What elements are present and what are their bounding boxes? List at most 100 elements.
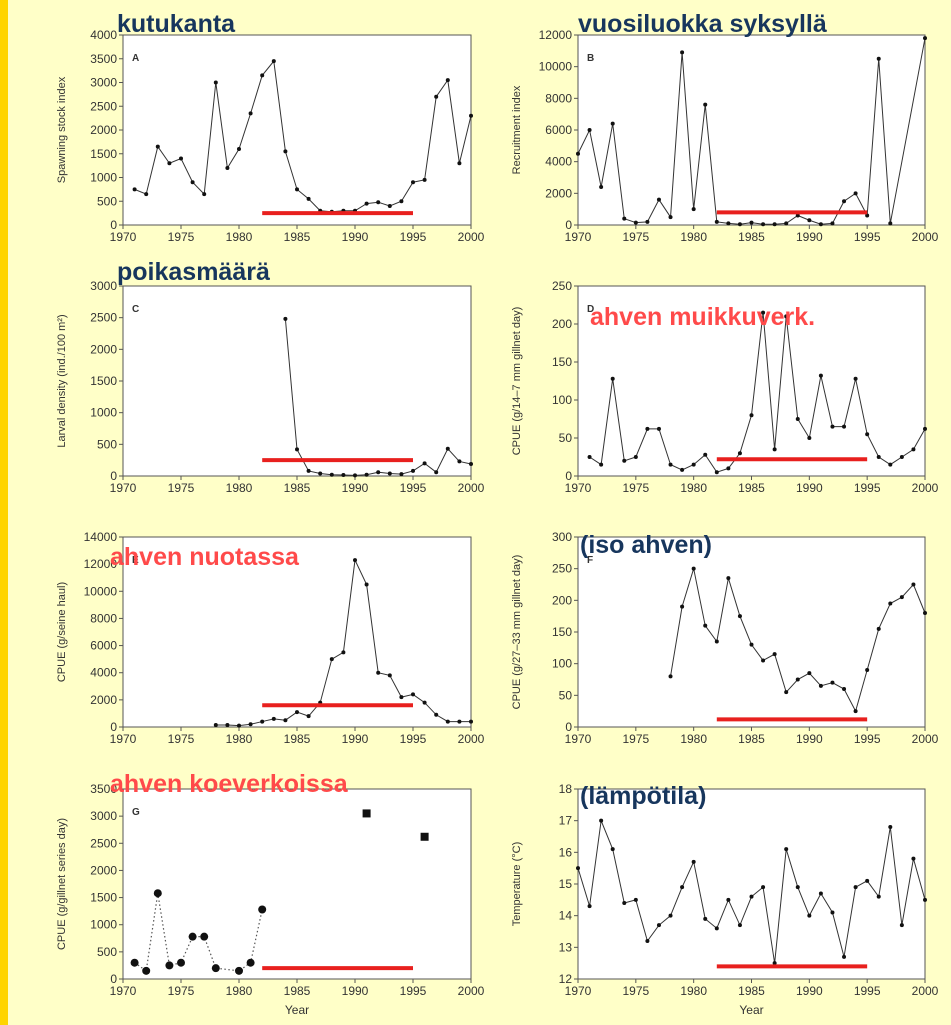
data-point	[876, 894, 881, 899]
data-point	[853, 191, 858, 196]
data-point	[364, 582, 369, 587]
data-point	[645, 219, 650, 224]
data-point	[830, 680, 835, 685]
x-tick-label: 1995	[854, 230, 881, 244]
x-tick-label: 1970	[565, 481, 592, 495]
plot-frame	[577, 34, 926, 226]
y-tick-label: 3500	[90, 52, 117, 66]
data-point	[422, 700, 427, 705]
y-tick-label: 100	[552, 393, 572, 407]
x-tick-label: 1975	[168, 984, 195, 998]
data-point	[830, 424, 835, 429]
y-tick-label: 3000	[90, 809, 117, 823]
data-point	[420, 832, 429, 841]
data-point	[668, 215, 673, 220]
panel-caption: (lämpötila)	[580, 782, 706, 810]
data-point	[469, 113, 473, 118]
y-tick-label: 2500	[90, 311, 117, 325]
data-point	[668, 913, 673, 918]
x-tick-label: 1990	[796, 481, 823, 495]
data-point	[749, 413, 754, 418]
data-point	[911, 856, 916, 861]
data-point	[795, 417, 800, 421]
data-point	[144, 192, 149, 197]
data-point	[376, 670, 381, 675]
x-tick-label: 1970	[565, 732, 592, 746]
data-point	[599, 462, 604, 467]
data-point	[818, 373, 823, 378]
data-point	[211, 964, 220, 973]
x-tick-label: 1995	[854, 984, 881, 998]
panel-caption: poikasmäärä	[117, 258, 270, 286]
data-point	[237, 723, 241, 728]
y-tick-label: 0	[110, 218, 117, 232]
y-tick-label: 0	[110, 469, 117, 483]
data-point	[830, 221, 835, 226]
data-point	[726, 897, 731, 902]
data-point	[376, 470, 381, 475]
x-tick-label: 1980	[226, 984, 253, 998]
data-point	[656, 197, 661, 202]
data-point	[622, 458, 627, 463]
data-point	[587, 455, 592, 459]
data-point	[842, 687, 847, 691]
x-tick-label: 2000	[458, 984, 485, 998]
y-tick-label: 12000	[539, 28, 573, 42]
y-axis-label: Temperature (°C)	[511, 842, 523, 926]
data-point	[761, 658, 766, 663]
data-point	[818, 683, 823, 688]
plot-frame	[577, 788, 926, 980]
data-point	[633, 220, 638, 225]
panel-2: 1970 1975 1980 1985 1990 1995 2000 0 2000 4000 600…	[511, 10, 939, 244]
y-tick-label: 2500	[90, 836, 117, 850]
data-point	[680, 885, 685, 890]
data-point	[633, 455, 638, 459]
data-point	[818, 222, 823, 227]
data-point	[142, 966, 151, 975]
x-tick-label: 2000	[458, 732, 485, 746]
y-tick-label: 12	[559, 972, 573, 986]
x-tick-label: 1975	[622, 732, 649, 746]
data-point	[691, 566, 696, 571]
y-tick-label: 100	[552, 657, 572, 671]
data-point	[842, 954, 847, 959]
data-point	[737, 451, 742, 456]
y-tick-label: 2000	[90, 863, 117, 877]
data-point	[434, 94, 439, 99]
y-tick-label: 4000	[90, 666, 117, 680]
y-tick-label: 8000	[545, 91, 572, 105]
data-point	[153, 889, 162, 898]
data-point	[213, 80, 218, 85]
data-point	[795, 213, 800, 218]
x-tick-label: 1985	[738, 230, 765, 244]
x-tick-label: 1990	[342, 984, 369, 998]
data-point	[237, 147, 241, 151]
x-tick-label: 2000	[912, 732, 939, 746]
data-point	[445, 446, 450, 451]
x-tick-label: 1980	[680, 481, 707, 495]
data-point	[283, 149, 288, 154]
y-axis-label: Recruitment index	[511, 85, 523, 174]
data-point	[899, 595, 904, 600]
panel-letter: G	[132, 807, 140, 818]
data-point	[714, 926, 719, 931]
y-tick-label: 500	[97, 194, 117, 208]
data-point	[283, 316, 288, 321]
data-point	[248, 111, 253, 116]
data-point	[445, 78, 450, 83]
data-point	[691, 207, 696, 212]
y-tick-label: 2000	[90, 342, 117, 356]
data-point	[587, 904, 592, 909]
data-point	[888, 601, 893, 606]
y-tick-label: 14	[559, 909, 573, 923]
data-point	[853, 885, 858, 890]
data-point	[795, 677, 800, 682]
data-point	[610, 121, 615, 126]
y-tick-label: 2000	[90, 693, 117, 707]
data-point	[306, 468, 311, 473]
y-tick-label: 6000	[545, 123, 572, 137]
data-point	[714, 470, 719, 475]
y-axis-label: Larval density (ind./100 m²)	[56, 314, 68, 447]
data-point	[132, 187, 137, 192]
data-point	[923, 897, 927, 902]
